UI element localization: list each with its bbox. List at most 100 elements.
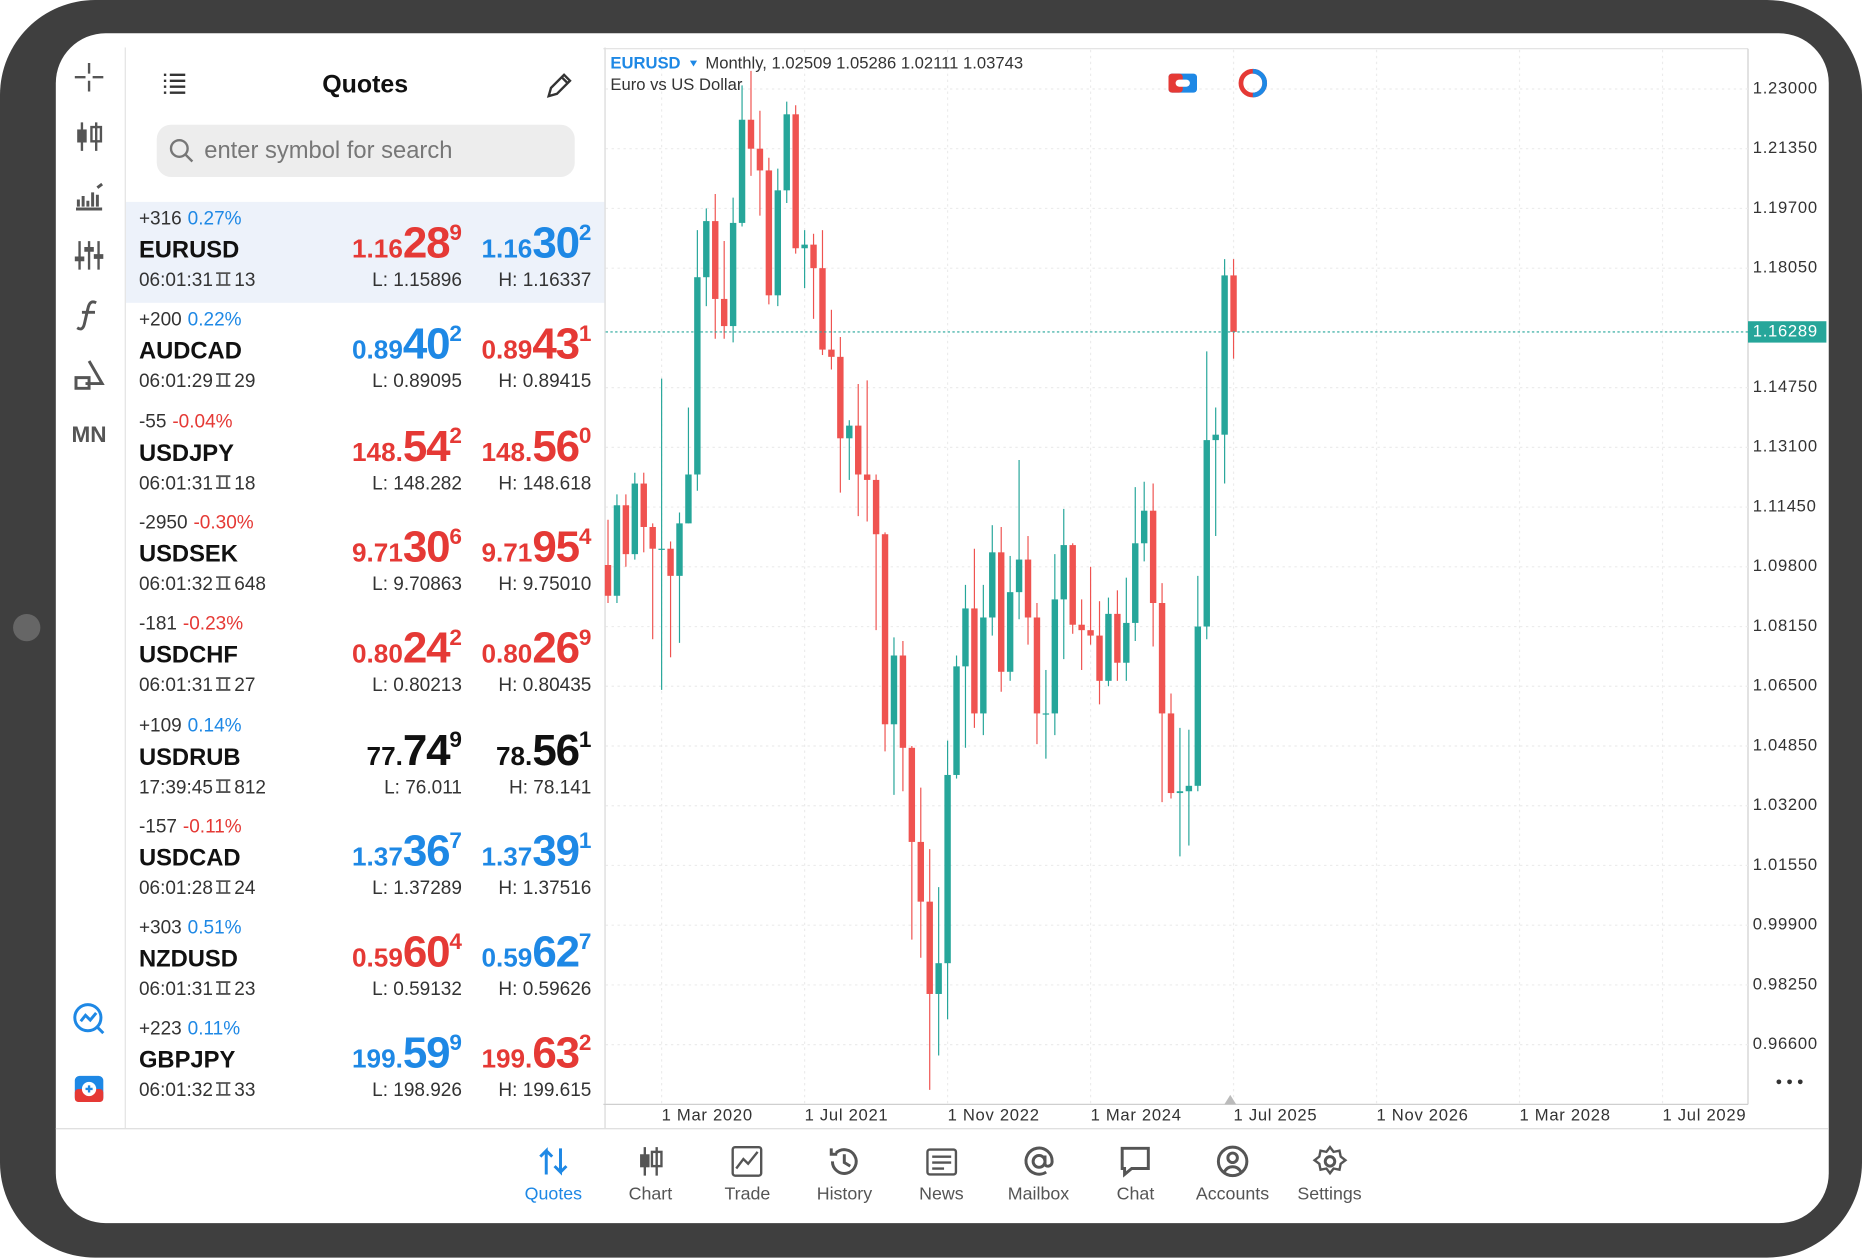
list-icon[interactable] [162, 71, 188, 97]
quote-row[interactable]: -181 -0.23% USDCHF 06:01:31 27 0.80 24 2 L: 0.80… [126, 607, 605, 708]
function-tool[interactable] [71, 297, 107, 333]
price-point: 2 [449, 626, 462, 651]
more-button[interactable] [1776, 1079, 1803, 1085]
quote-row[interactable]: -157 -0.11% USDCAD 06:01:28 24 1.37 36 7 L: 1.37… [126, 810, 605, 911]
ask-price[interactable]: 78. 56 1 [496, 725, 591, 775]
tab[interactable]: Chart [602, 1129, 699, 1224]
bid-price[interactable]: 0.89 40 2 [352, 320, 462, 370]
price-point: 7 [449, 828, 462, 854]
trading-tool[interactable] [71, 1071, 107, 1107]
y-tick-label: 1.21350 [1753, 138, 1818, 157]
ask-price[interactable]: 0.59 62 7 [481, 928, 591, 978]
depth-icon[interactable] [1238, 68, 1268, 98]
price-big: 148. [481, 436, 533, 467]
bid-price[interactable]: 0.80 24 2 [352, 624, 462, 674]
low-price: L: 1.37289 [372, 878, 462, 899]
candle-body [962, 608, 969, 667]
change-line: +303 0.51% [139, 918, 242, 939]
chart-type-tool[interactable] [71, 119, 107, 155]
price-pips: 60 [402, 927, 451, 977]
tab[interactable]: News [893, 1129, 990, 1224]
quote-row[interactable]: +303 0.51% NZDUSD 06:01:31 23 0.59 60 4 L: 0.591… [126, 911, 605, 1012]
tab-icon [639, 1147, 663, 1176]
ask-price[interactable]: 1.16 30 2 [481, 219, 591, 269]
tab-label: Mailbox [1007, 1183, 1070, 1205]
spread: 23 [234, 979, 256, 1000]
camera [13, 613, 41, 642]
candle-body [846, 425, 853, 439]
candle-body [667, 548, 674, 576]
tab[interactable]: History [796, 1129, 893, 1224]
indicators-tool[interactable] [71, 178, 107, 214]
bid-price[interactable]: 199. 59 9 [352, 1029, 462, 1079]
spread-icon [216, 879, 231, 894]
settings-tool[interactable] [71, 238, 107, 274]
high-price: H: 0.89415 [498, 372, 592, 393]
tab[interactable]: Quotes [505, 1129, 602, 1224]
price-pips: 56 [532, 421, 580, 470]
shift-marker[interactable] [1224, 1094, 1237, 1105]
bid-price[interactable]: 77. 74 9 [367, 725, 462, 775]
price-pips: 43 [532, 319, 580, 369]
change-percent: 0.22% [187, 310, 242, 331]
edit-icon[interactable] [544, 70, 575, 101]
tab[interactable]: Trade [699, 1129, 796, 1224]
ask-price[interactable]: 148. 56 0 [481, 421, 591, 471]
tab-label: Chat [1116, 1183, 1155, 1205]
bid-price[interactable]: 1.16 28 9 [352, 219, 462, 269]
price-point: 2 [449, 322, 462, 348]
quote-row[interactable]: +223 0.11% GBPJPY 06:01:32 33 199. 59 9 L: 198.9… [126, 1012, 605, 1113]
spread-icon [216, 576, 231, 590]
tab-icon [539, 1147, 568, 1176]
symbol-dropdown[interactable] [689, 60, 698, 67]
ask-price[interactable]: 0.80 26 9 [481, 624, 591, 674]
tab[interactable]: Accounts [1184, 1129, 1281, 1224]
price-point: 1 [578, 828, 592, 854]
ask-price[interactable]: 0.89 43 1 [481, 320, 591, 370]
tab[interactable]: Mailbox [990, 1129, 1087, 1224]
tab-icon [1023, 1146, 1054, 1176]
quote-row[interactable]: -55 -0.04% USDJPY 06:01:31 18 148. 54 2 L: 148.2… [126, 404, 605, 505]
tab[interactable]: Chat [1087, 1129, 1184, 1224]
low-price: L: 0.80213 [372, 675, 462, 697]
quote-time: 06:01:31 [138, 270, 213, 291]
chart-info: Monthly, 1.02509 1.05286 1.02111 1.03743 [705, 54, 1023, 73]
quote-row[interactable]: +109 0.14% USDRUB 17:39:45 812 77. 74 9 L: 76.01… [126, 708, 605, 809]
signals-tool[interactable] [71, 1001, 107, 1037]
spread: 13 [234, 270, 256, 291]
candle-body [694, 277, 701, 475]
tab[interactable]: Settings [1281, 1129, 1378, 1224]
timeframe-button[interactable]: MN [71, 422, 107, 448]
price-pips: 30 [532, 218, 580, 268]
tab-label: Settings [1297, 1183, 1362, 1205]
candle-body [622, 505, 630, 555]
change-points: -181 [138, 614, 177, 635]
y-tick-label: 1.09800 [1753, 556, 1818, 575]
search-box[interactable]: enter symbol for search [156, 124, 575, 177]
candle-body [1185, 785, 1193, 792]
change-line: -157 -0.11% [139, 817, 242, 838]
price-big: 199. [352, 1044, 403, 1074]
ask-price[interactable]: 1.37 39 1 [481, 826, 591, 876]
quote-row[interactable]: +316 0.27% EURUSD 06:01:31 13 1.16 28 9 L: 1.158… [125, 201, 605, 303]
low-price: L: 198.926 [372, 1081, 462, 1102]
chart-symbol[interactable]: EURUSD [610, 54, 680, 73]
quote-row[interactable]: -2950 -0.30% USDSEK 06:01:32 648 9.71 30 6 L: 9.… [126, 506, 605, 607]
bid-price[interactable]: 148. 54 2 [352, 421, 462, 471]
objects-tool[interactable] [71, 356, 107, 392]
one-click-icon[interactable] [1168, 73, 1198, 93]
bid-price[interactable]: 0.59 60 4 [352, 928, 462, 978]
ask-price[interactable]: 199. 63 2 [481, 1029, 591, 1079]
quote-row[interactable]: +200 0.22% AUDCAD 06:01:29 29 0.89 40 2 L: 0.890… [126, 303, 605, 404]
bid-price[interactable]: 9.71 30 6 [352, 522, 462, 572]
bid-price[interactable]: 1.37 36 7 [352, 826, 462, 876]
tab-icon [731, 1145, 763, 1177]
ask-price[interactable]: 9.71 95 4 [481, 522, 591, 572]
y-tick-label: 1.13100 [1753, 437, 1818, 456]
price-point: 4 [578, 524, 592, 550]
crosshair-tool[interactable] [71, 59, 107, 95]
candle-body [908, 747, 916, 842]
price-pips: 56 [532, 724, 580, 774]
candle-body [881, 534, 889, 725]
change-line: -55 -0.04% [139, 412, 233, 433]
